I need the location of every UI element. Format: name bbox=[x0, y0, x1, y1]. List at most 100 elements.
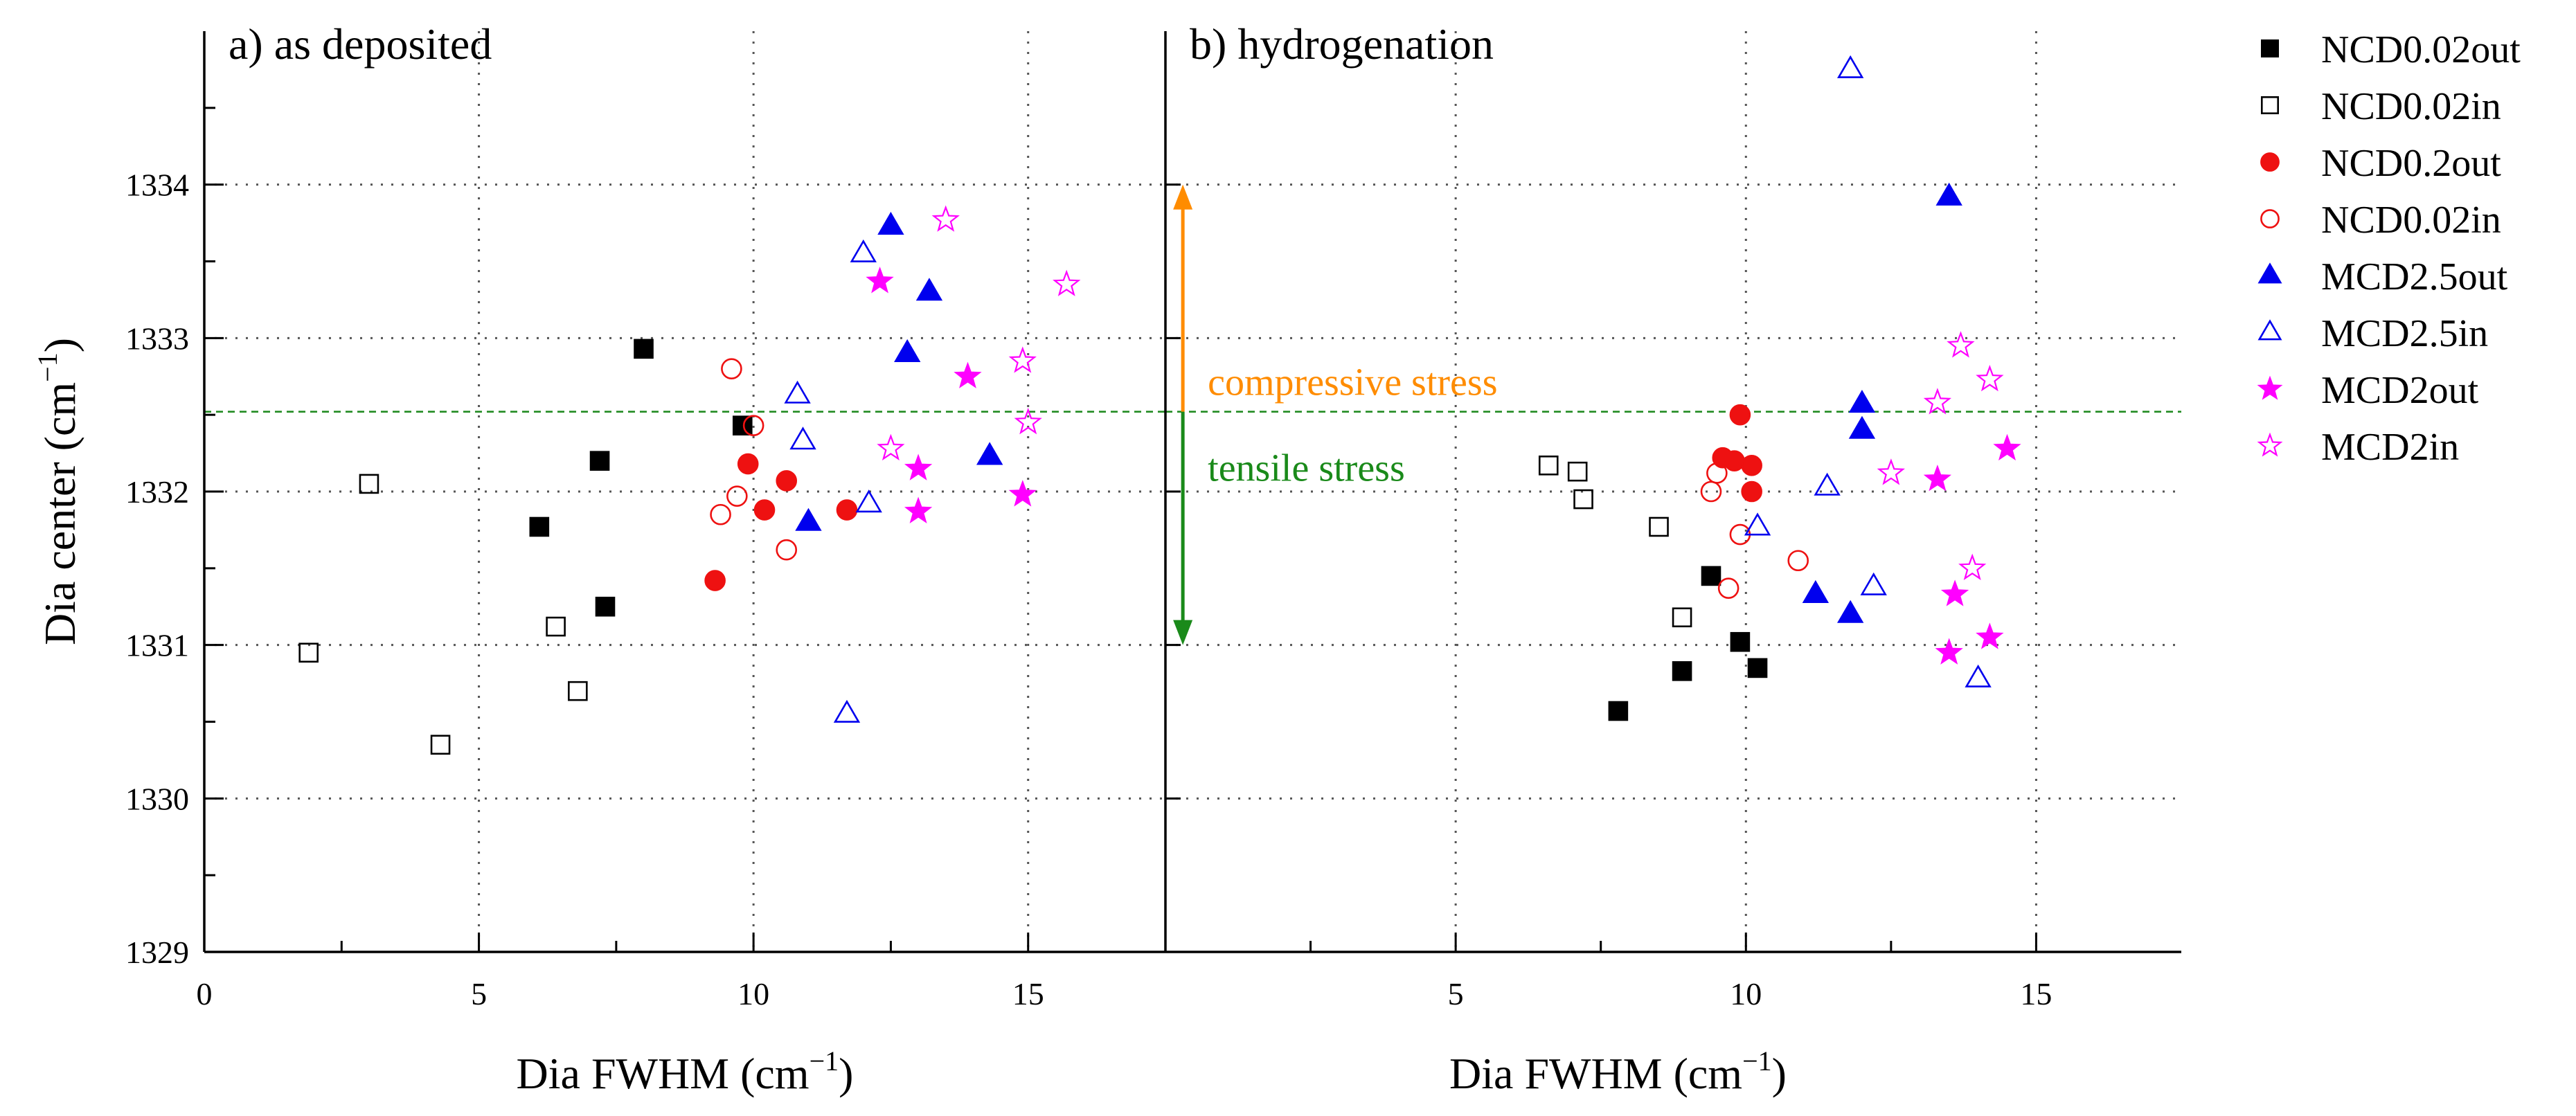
tensile-arrow-head bbox=[1173, 620, 1193, 645]
data-point-square-filled bbox=[732, 415, 753, 435]
data-point-triangle-filled bbox=[1837, 600, 1864, 623]
y-axis-title: Dia center (cm−1) bbox=[32, 338, 84, 645]
data-point-circle-filled bbox=[836, 499, 858, 521]
legend-marker-triangle-open bbox=[2257, 319, 2282, 341]
y-tick-label: 1329 bbox=[125, 935, 189, 970]
data-point-star-filled bbox=[1923, 465, 1951, 492]
x-tick-label: 0 bbox=[197, 976, 213, 1011]
data-point-circle-open bbox=[742, 415, 764, 436]
data-point-star-filled bbox=[1008, 480, 1037, 507]
data-point-star-open bbox=[1053, 269, 1081, 296]
data-point-square-filled bbox=[1701, 566, 1721, 586]
x-axis-label-sup: −1 bbox=[810, 1045, 839, 1077]
data-point-circle-open bbox=[776, 539, 798, 561]
data-point-star-open bbox=[1958, 553, 1987, 580]
data-point-star-filled bbox=[1993, 433, 2021, 461]
data-point-triangle-open bbox=[855, 489, 882, 513]
tensile-stress-label: tensile stress bbox=[1208, 447, 1405, 490]
data-point-circle-filled bbox=[1724, 450, 1745, 471]
legend-marker-circle-filled bbox=[2260, 152, 2280, 172]
legend-label: MCD2.5in bbox=[2321, 312, 2488, 355]
data-point-square-filled bbox=[1608, 701, 1629, 721]
data-point-triangle-open bbox=[1814, 472, 1841, 496]
data-point-circle-open bbox=[721, 358, 742, 379]
legend-label: NCD0.02in bbox=[2321, 85, 2501, 128]
data-point-circle-open bbox=[1717, 577, 1739, 599]
y-axis-label-sup: −1 bbox=[32, 352, 63, 382]
panel-a-as-deposited: 0 5 10 15 1329 1330 1331 1332 1333 1334 Dia center… bbox=[32, 19, 1165, 1098]
data-point-circle-open bbox=[1787, 550, 1809, 572]
legend-label: MCD2in bbox=[2321, 426, 2459, 469]
legend-marker-square-open bbox=[2261, 96, 2280, 115]
x-tick-label: 5 bbox=[471, 976, 487, 1011]
y-tick-label: 1330 bbox=[125, 781, 189, 816]
legend-label: NCD0.02out bbox=[2321, 28, 2521, 71]
data-point-triangle-open bbox=[1744, 512, 1771, 536]
legend-label: NCD0.2out bbox=[2321, 142, 2501, 185]
x-axis-label-close: ) bbox=[839, 1049, 853, 1098]
data-point-star-open bbox=[877, 433, 905, 461]
data-point-square-open bbox=[546, 616, 566, 637]
data-point-star-filled bbox=[904, 453, 933, 480]
x-axis-label-close: ) bbox=[1772, 1049, 1787, 1098]
x-axis-label-text: Dia FWHM (cm bbox=[517, 1049, 810, 1098]
data-point-star-open bbox=[1008, 346, 1037, 373]
data-point-square-open bbox=[568, 681, 588, 701]
data-point-square-filled bbox=[529, 516, 550, 537]
data-point-square-filled bbox=[634, 339, 654, 359]
panel-label: b) hydrogenation bbox=[1190, 19, 1494, 69]
y-axis-label-text: Dia center (cm bbox=[35, 382, 84, 645]
data-point-circle-open bbox=[1706, 462, 1728, 484]
legend-label: MCD2.5out bbox=[2321, 255, 2508, 298]
legend-label: NCD0.02in bbox=[2321, 199, 2501, 242]
data-point-star-open bbox=[1923, 388, 1951, 415]
data-point-star-open bbox=[1877, 458, 1906, 485]
y-tick-label: 1331 bbox=[125, 628, 189, 663]
data-point-star-filled bbox=[904, 496, 933, 523]
data-point-circle-open bbox=[710, 503, 731, 525]
data-point-circle-filled bbox=[737, 453, 759, 475]
data-point-square-filled bbox=[595, 596, 616, 617]
data-point-square-open bbox=[1672, 607, 1692, 628]
data-point-triangle-open bbox=[1837, 55, 1864, 78]
legend-label: MCD2out bbox=[2321, 369, 2479, 412]
data-point-square-open bbox=[298, 642, 319, 663]
data-point-triangle-open bbox=[850, 239, 877, 262]
data-point-triangle-filled bbox=[894, 339, 921, 362]
x-axis-label-sup: −1 bbox=[1742, 1045, 1772, 1077]
x-tick-label: 15 bbox=[1012, 976, 1044, 1011]
y-axis-label: Dia center (cm−1) bbox=[32, 338, 84, 645]
data-point-triangle-filled bbox=[1848, 390, 1876, 413]
data-point-square-open bbox=[1649, 516, 1669, 537]
data-point-square-open bbox=[1573, 489, 1593, 510]
legend-marker-triangle-filled bbox=[2257, 262, 2282, 284]
y-tick-label: 1333 bbox=[125, 321, 189, 356]
data-point-circle-filled bbox=[1729, 404, 1751, 426]
data-point-square-filled bbox=[1747, 658, 1768, 678]
data-point-square-open bbox=[1567, 461, 1588, 482]
data-point-triangle-filled bbox=[1848, 415, 1876, 439]
legend-marker-square-filled bbox=[2261, 39, 2280, 57]
legend-marker-star-open bbox=[2257, 432, 2283, 457]
data-point-triangle-filled bbox=[877, 211, 904, 235]
x-tick-label: 10 bbox=[737, 976, 769, 1011]
data-point-triangle-open bbox=[1965, 664, 1992, 687]
panel-label: a) as deposited bbox=[229, 19, 492, 69]
compressive-stress-label: compressive stress bbox=[1208, 361, 1497, 404]
data-point-square-filled bbox=[589, 451, 610, 471]
data-point-triangle-open bbox=[784, 380, 811, 404]
data-point-triangle-filled bbox=[915, 278, 943, 301]
data-point-square-open bbox=[1538, 456, 1559, 476]
panel-b-hydrogenation: 5 10 15 Dia FWHM (cm−1) b) hydrogenation comp… bbox=[1164, 19, 2181, 1098]
legend-marker-circle-open bbox=[2260, 209, 2280, 228]
data-point-square-open bbox=[359, 474, 379, 494]
data-point-triangle-open bbox=[789, 426, 816, 450]
data-point-square-open bbox=[430, 735, 451, 755]
data-point-star-filled bbox=[954, 361, 982, 388]
legend-marker-star-filled bbox=[2257, 375, 2283, 400]
data-point-circle-filled bbox=[753, 499, 776, 521]
y-tick-label: 1332 bbox=[125, 474, 189, 510]
x-tick-label: 10 bbox=[1730, 976, 1762, 1011]
data-point-triangle-filled bbox=[795, 507, 822, 531]
